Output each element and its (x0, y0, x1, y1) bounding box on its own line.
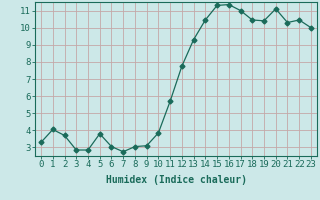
X-axis label: Humidex (Indice chaleur): Humidex (Indice chaleur) (106, 175, 246, 185)
